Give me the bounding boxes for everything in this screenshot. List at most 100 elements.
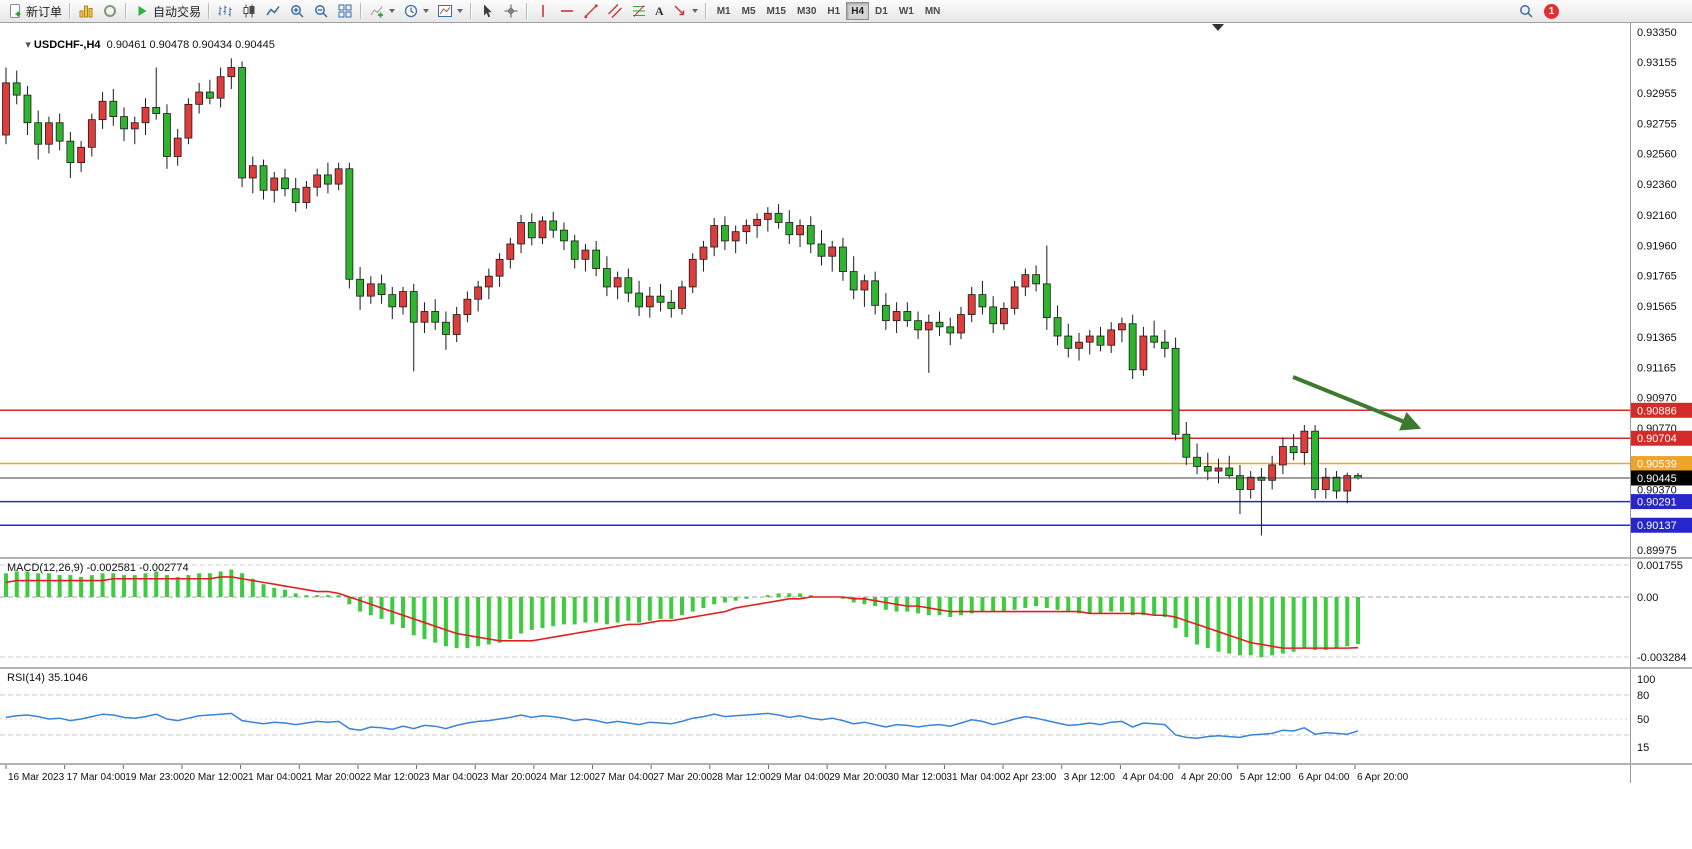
svg-text:0.90704: 0.90704	[1637, 433, 1677, 445]
time-axis-label: 29 Mar 20:00	[829, 772, 888, 783]
timeframe-button-m15[interactable]: M15	[762, 2, 791, 20]
crosshair-button[interactable]	[499, 1, 523, 21]
time-axis-label: 21 Mar 20:00	[301, 772, 360, 783]
zoom-out-icon	[315, 5, 328, 18]
timeframe-button-m5[interactable]: M5	[737, 2, 761, 20]
zoom-in-button[interactable]	[285, 1, 309, 21]
line-chart-mode-button[interactable]	[261, 1, 285, 21]
notification-badge[interactable]: 1	[1544, 3, 1559, 19]
bar-columns-icon	[79, 5, 93, 18]
text-tool-icon: A	[655, 3, 664, 18]
timeframe-button-h1[interactable]: H1	[822, 2, 845, 20]
search-button[interactable]	[1514, 1, 1538, 21]
horizontal-line-icon	[561, 10, 574, 12]
price-label-box	[1631, 517, 1692, 533]
text-tool-button[interactable]: A	[651, 1, 668, 21]
timeframe-button-m30[interactable]: M30	[792, 2, 821, 20]
trend-arrow-annotation[interactable]	[1292, 375, 1422, 431]
price-label-box	[1631, 456, 1692, 472]
price-label-box	[1631, 402, 1692, 418]
svg-text:0.92160: 0.92160	[1637, 210, 1677, 222]
timeframe-button-d1[interactable]: D1	[870, 2, 893, 20]
time-axis-label: 23 Mar 20:00	[477, 772, 536, 783]
svg-text:0.90291: 0.90291	[1637, 497, 1677, 509]
timeframe-button-mn[interactable]: MN	[920, 2, 946, 20]
time-axis-label: 23 Mar 04:00	[419, 772, 478, 783]
toolbar-separator	[125, 3, 128, 19]
clock-icon	[404, 4, 418, 18]
price-axis-labels: 0.93350 0.93155 0.92955 0.92755 0.92560 0.923…	[1637, 27, 1677, 557]
panel-divider[interactable]	[0, 557, 1692, 559]
horizontal-line-tool-button[interactable]	[555, 1, 579, 21]
arrows-tool-button[interactable]	[668, 1, 702, 21]
vertical-line-tool-button[interactable]	[531, 1, 555, 21]
panel-divider[interactable]	[0, 667, 1692, 669]
periods-button[interactable]	[399, 1, 433, 21]
macd-chart-canvas[interactable]: 0.001755 0.00 -0.003284	[0, 559, 1692, 667]
cursor-button[interactable]	[475, 1, 499, 21]
zoom-out-button[interactable]	[309, 1, 333, 21]
bar-chart-mode-button[interactable]	[213, 1, 237, 21]
svg-text:80: 80	[1637, 690, 1649, 702]
price-chart-canvas[interactable]: 0.93350 0.93155 0.92955 0.92755 0.92560 0.923…	[0, 23, 1692, 557]
time-axis-label: 19 Mar 23:00	[125, 772, 184, 783]
main-chart-panel: 0.93350 0.93155 0.92955 0.92755 0.92560 0.923…	[0, 23, 1692, 557]
indicators-button[interactable]	[365, 1, 399, 21]
price-label-box	[1631, 430, 1692, 446]
svg-text:0.90137: 0.90137	[1637, 520, 1677, 532]
auto-trading-button[interactable]: 自动交易	[130, 1, 205, 21]
toolbar-separator	[470, 3, 473, 19]
candlestick-mode-button[interactable]	[237, 1, 261, 21]
fibonacci-tool-button[interactable]	[627, 1, 651, 21]
time-axis-label: 27 Mar 20:00	[653, 772, 712, 783]
panel-divider[interactable]	[0, 763, 1692, 765]
trendline-tool-button[interactable]	[579, 1, 603, 21]
svg-text:0.91165: 0.91165	[1637, 362, 1676, 374]
timeframe-button-w1[interactable]: W1	[894, 2, 919, 20]
rsi-chart-canvas[interactable]: 100 80 50 15	[0, 669, 1692, 763]
charts-list-button[interactable]	[74, 1, 98, 21]
chart-shift-marker[interactable]	[1212, 24, 1224, 31]
chevron-down-icon	[423, 9, 430, 13]
time-axis-label: 3 Apr 12:00	[1064, 772, 1116, 783]
svg-text:0.92955: 0.92955	[1637, 88, 1677, 100]
templates-button[interactable]	[433, 1, 467, 21]
candles-layer	[2, 58, 1362, 536]
chevron-down-icon	[691, 9, 698, 13]
timeframe-toolbar: M1 M5 M15 M30 H1 H4 D1 W1 MN	[712, 2, 946, 20]
time-axis-label: 2 Apr 23:00	[1005, 772, 1057, 783]
time-axis-label: 16 Mar 2023	[8, 772, 65, 783]
tile-windows-button[interactable]	[333, 1, 357, 21]
circle-icon	[104, 5, 117, 17]
time-axis-panel: 16 Mar 2023 17 Mar 04:00 19 Mar 23:00 20 Ma…	[0, 765, 1692, 849]
rsi-panel: 100 80 50 15 RSI(14) 35.1046	[0, 669, 1692, 763]
svg-text:0.91565: 0.91565	[1637, 301, 1677, 313]
hlines-layer[interactable]	[0, 409, 1630, 526]
svg-text:0.91365: 0.91365	[1637, 332, 1677, 344]
svg-text:0.90539: 0.90539	[1637, 459, 1677, 471]
auto-trading-label: 自动交易	[153, 4, 202, 19]
play-icon	[138, 6, 147, 16]
channel-icon	[608, 4, 623, 18]
svg-text:0.001755: 0.001755	[1637, 560, 1683, 572]
macd-histogram	[4, 569, 1360, 658]
toolbar-separator	[704, 3, 707, 19]
new-order-button[interactable]: 新订单	[3, 1, 66, 21]
time-axis-label: 4 Apr 20:00	[1181, 772, 1233, 783]
svg-text:0.92755: 0.92755	[1637, 119, 1677, 131]
chevron-down-icon	[457, 9, 464, 13]
time-axis-canvas[interactable]: 16 Mar 2023 17 Mar 04:00 19 Mar 23:00 20 Ma…	[0, 765, 1692, 849]
time-axis-label: 5 Apr 12:00	[1240, 772, 1292, 783]
svg-text:0.91960: 0.91960	[1637, 241, 1677, 253]
svg-text:0.00: 0.00	[1637, 592, 1658, 604]
indicators-icon	[370, 6, 384, 18]
market-watch-button[interactable]	[98, 1, 122, 21]
timeframe-button-h4[interactable]: H4	[846, 2, 870, 20]
svg-text:0.93155: 0.93155	[1637, 57, 1677, 69]
timeframe-button-m1[interactable]: M1	[712, 2, 736, 20]
main-toolbar: 新订单 自动交易	[0, 0, 1692, 23]
macd-signal-line	[5, 576, 1359, 649]
time-axis-label: 27 Mar 04:00	[595, 772, 654, 783]
channel-tool-button[interactable]	[603, 1, 627, 21]
time-axis-label: 22 Mar 12:00	[360, 772, 419, 783]
